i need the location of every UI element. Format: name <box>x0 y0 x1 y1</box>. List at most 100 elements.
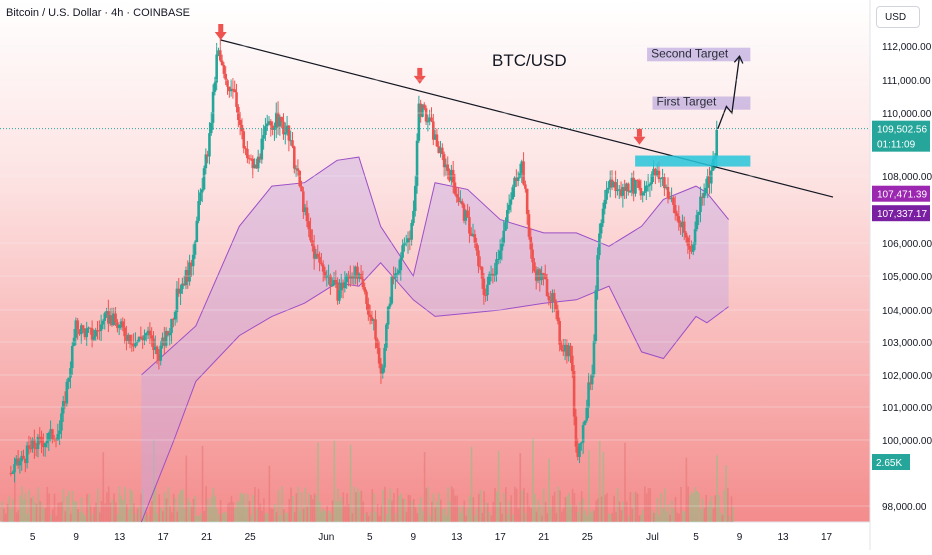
volume-bar <box>319 501 321 522</box>
candle-body <box>282 121 285 135</box>
volume-bar <box>333 440 336 522</box>
candle-body <box>572 371 576 417</box>
volume-bar <box>153 439 155 522</box>
candle-body <box>509 199 513 205</box>
candle-body <box>477 250 480 267</box>
volume-bar <box>33 502 36 522</box>
candle-body <box>648 184 652 186</box>
cloud-lower-line <box>140 262 729 523</box>
volume-bar <box>463 500 466 522</box>
volume-bar <box>237 501 240 522</box>
candle-body <box>336 282 339 301</box>
red-arrow-stem <box>417 67 423 76</box>
candle-body <box>237 106 240 121</box>
volume-bar <box>616 488 619 522</box>
candle-body <box>601 208 605 224</box>
volume-bar <box>98 512 101 522</box>
candle-body <box>681 221 684 228</box>
candle-body <box>439 147 442 153</box>
cloud-b-badge: 107,337.17 <box>877 209 927 220</box>
time-tick-label: 13 <box>777 532 789 543</box>
symbol-title[interactable]: Bitcoin / U.S. Dollar · 4h · COINBASE <box>6 7 190 19</box>
volume-bar <box>575 505 578 522</box>
candle-body <box>141 338 144 341</box>
volume-bar <box>257 488 260 522</box>
candle-body <box>296 168 300 171</box>
volume-bar <box>568 492 570 522</box>
candle-body <box>377 348 381 364</box>
volume-bar <box>279 515 281 522</box>
volume-bar <box>727 488 729 522</box>
volume-bar <box>730 496 733 522</box>
candle-body <box>309 229 312 241</box>
candle-body <box>262 135 265 139</box>
candle-body <box>518 173 522 178</box>
countdown-badge: 01:11:09 <box>877 140 916 151</box>
volume-bar <box>705 494 708 522</box>
volume-bar <box>122 500 124 522</box>
volume-bar <box>635 491 637 522</box>
volume-bar <box>109 502 112 522</box>
candle-body <box>715 129 719 157</box>
candle-body <box>354 266 357 279</box>
axes: 112,000.00 111,000.00 110,000.00 108,000.00… <box>0 42 932 543</box>
time-tick-label: 25 <box>245 532 257 543</box>
volume-bar <box>609 514 612 522</box>
candle-body <box>218 50 222 61</box>
candle-body <box>381 367 385 374</box>
volume-bar <box>118 486 121 522</box>
volume-bar <box>304 487 307 522</box>
candle-body <box>563 344 567 352</box>
candle-body <box>661 177 664 179</box>
candle-body <box>540 272 543 281</box>
volume-bar <box>286 513 289 522</box>
candle-body <box>16 458 20 466</box>
candle-body <box>179 289 182 294</box>
volume-bar <box>55 515 58 522</box>
volume-bar <box>254 487 256 522</box>
candle-body <box>352 275 356 279</box>
candle-body <box>152 338 155 351</box>
candle-body <box>376 339 379 349</box>
candle-body <box>534 271 538 281</box>
candle-body <box>412 210 415 224</box>
candle-body <box>706 175 710 188</box>
volume-bar <box>23 499 25 522</box>
candle-body <box>125 336 128 341</box>
candle-body <box>42 442 45 448</box>
price-tick-label: 112,000.00 <box>882 42 932 53</box>
candle-body <box>287 125 291 141</box>
candle-body <box>594 290 598 341</box>
volume-bar <box>570 504 572 522</box>
candle-body <box>146 330 150 334</box>
candle-body <box>390 276 394 304</box>
volume-bar <box>618 501 621 522</box>
volume-bar <box>450 486 453 522</box>
candle-body <box>446 164 450 172</box>
candle-body <box>22 455 25 459</box>
candle-body <box>630 177 634 192</box>
candle-body <box>679 223 682 228</box>
candle-body <box>571 355 574 372</box>
candle-body <box>338 290 341 301</box>
candle-body <box>51 429 54 440</box>
candle-body <box>33 439 36 448</box>
candle-body <box>47 432 51 441</box>
time-axis-background <box>0 522 870 550</box>
volume-bar <box>223 511 226 522</box>
volume-bar <box>315 495 318 522</box>
candle-body <box>702 192 706 198</box>
currency-button[interactable]: USD <box>876 6 920 28</box>
volume-bar <box>95 502 97 522</box>
volume-bar <box>131 491 133 522</box>
volume-bar <box>467 508 469 522</box>
volume-bar <box>604 494 606 522</box>
candle-body <box>654 168 657 176</box>
volume-bar <box>268 465 271 522</box>
candle-body <box>637 180 641 188</box>
volume-bar <box>512 514 514 522</box>
volume-bar <box>125 504 128 522</box>
candle-body <box>255 164 258 169</box>
candle-body <box>242 131 246 149</box>
